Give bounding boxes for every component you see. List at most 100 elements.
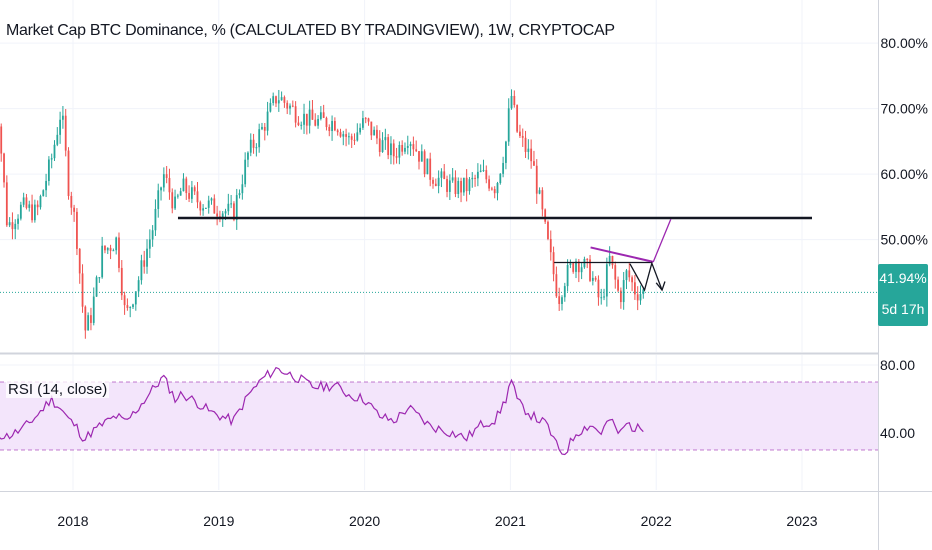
candle-up <box>157 190 160 209</box>
candle-up <box>8 222 11 226</box>
candle-down <box>0 126 3 154</box>
candle-down <box>490 188 493 190</box>
candle-up <box>499 173 502 183</box>
candle-up <box>106 247 109 251</box>
candle-up <box>359 127 362 133</box>
rsi-tick-label: 40.00 <box>880 425 915 441</box>
candle-up <box>179 191 182 196</box>
candle-up <box>50 158 53 160</box>
candle-down <box>364 118 367 120</box>
candle-up <box>502 162 505 174</box>
candle-down <box>216 213 219 217</box>
candle-down <box>454 177 457 195</box>
candle-up <box>238 193 241 196</box>
time-tick-label: 2021 <box>495 513 526 529</box>
candle-down <box>90 315 92 323</box>
candle-up <box>303 113 305 125</box>
candle-up <box>642 289 645 295</box>
candle-up <box>19 204 22 219</box>
candle-down <box>345 134 347 137</box>
candle-down <box>589 259 591 281</box>
candle-up <box>17 218 19 224</box>
candle-up <box>347 136 350 138</box>
candle-up <box>319 112 322 119</box>
candle-up <box>505 141 507 163</box>
candle-down <box>387 137 390 156</box>
price-tick-label: 80.00% <box>881 35 928 51</box>
candle-up <box>151 230 154 240</box>
candle-down <box>412 144 415 150</box>
candle-down <box>84 306 87 331</box>
candle-down <box>533 161 535 166</box>
candle-down <box>143 260 146 267</box>
candle-down <box>558 296 561 304</box>
chart-title: Market Cap BTC Dominance, % (CALCULATED … <box>6 22 615 39</box>
candle-up <box>289 105 291 109</box>
candle-down <box>443 171 446 180</box>
candle-up <box>14 223 17 230</box>
candle-down <box>544 209 547 222</box>
candle-up <box>471 177 474 180</box>
candle-down <box>283 97 286 103</box>
candle-up <box>538 190 541 194</box>
zigzag-path <box>629 261 663 292</box>
candle-down <box>636 294 639 301</box>
candle-down <box>199 202 202 211</box>
candle-down <box>547 221 549 239</box>
candle-up <box>280 97 283 101</box>
candle-up <box>406 145 409 148</box>
candle-down <box>535 165 538 194</box>
candle-up <box>269 102 272 112</box>
price-axis[interactable]: 80.00% 70.00% 60.00% 50.00% <box>881 35 928 248</box>
candle-up <box>210 198 213 201</box>
candle-up <box>600 297 603 299</box>
candle-up <box>39 196 42 208</box>
candle-down <box>429 158 432 180</box>
candle-up <box>300 124 303 126</box>
candle-down <box>328 127 331 131</box>
candle-down <box>188 193 190 199</box>
candle-down <box>353 139 356 141</box>
candle-down <box>70 195 73 208</box>
candle-up <box>112 250 115 252</box>
candle-down <box>378 138 381 152</box>
rsi-legend-label[interactable]: RSI (14, close) <box>6 381 110 398</box>
candle-up <box>404 147 406 152</box>
candle-up <box>479 170 482 172</box>
candle-down <box>73 207 76 212</box>
candle-down <box>185 178 188 194</box>
candle-down <box>275 96 277 104</box>
candle-down <box>485 170 488 180</box>
last-price-badge: 41.94% <box>878 264 928 292</box>
candle-down <box>418 151 420 162</box>
candle-down <box>631 277 633 283</box>
rsi-axis[interactable]: 80.00 40.00 <box>880 357 915 441</box>
candle-down <box>521 135 524 138</box>
candle-up <box>527 148 530 152</box>
candle-down <box>291 105 294 107</box>
candle-up <box>22 197 25 205</box>
candle-up <box>398 145 401 158</box>
candle-up <box>154 208 157 231</box>
candle-up <box>221 213 224 220</box>
candle-down <box>594 277 597 280</box>
candle-down <box>617 279 619 291</box>
candle-up <box>603 296 605 298</box>
candle-up <box>622 280 625 303</box>
candle-up <box>605 264 608 297</box>
time-tick-label: 2019 <box>203 513 234 529</box>
candle-up <box>608 255 611 265</box>
time-axis[interactable]: 2018 2019 2020 2021 2022 2023 <box>57 513 817 529</box>
candle-up <box>45 180 47 191</box>
candle-up <box>230 203 233 205</box>
candle-down <box>519 131 521 136</box>
candle-up <box>342 134 345 137</box>
candle-down <box>446 179 448 192</box>
candle-up <box>272 96 275 103</box>
candle-up <box>190 187 193 199</box>
candle-down <box>614 265 617 280</box>
candle-down <box>322 112 325 118</box>
candle-up <box>244 159 247 185</box>
candle-up <box>146 248 148 267</box>
